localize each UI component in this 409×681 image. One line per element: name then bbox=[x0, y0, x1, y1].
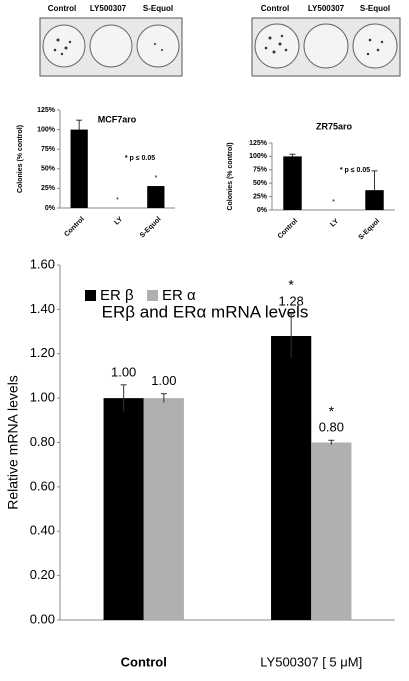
x-tick-label: LY500307 [ 5 μM] bbox=[260, 654, 362, 669]
x-tick-label: S-Equol bbox=[358, 218, 382, 242]
significance-marker: * bbox=[116, 197, 119, 204]
plate-label: S-Equol bbox=[143, 4, 173, 13]
y-tick-label: 1.00 bbox=[30, 390, 55, 405]
x-tick-label: Control bbox=[121, 654, 167, 669]
y-tick-label: 0% bbox=[45, 205, 56, 212]
plate-label: LY500307 bbox=[308, 4, 345, 13]
y-tick-label: 50% bbox=[41, 166, 56, 173]
significance-marker: * bbox=[332, 199, 335, 206]
x-tick-label: S-Equol bbox=[139, 216, 163, 240]
plate-label: LY500307 bbox=[90, 4, 127, 13]
plate-label: Control bbox=[261, 4, 289, 13]
bar bbox=[144, 398, 184, 620]
value-label: 1.00 bbox=[151, 373, 176, 388]
value-label: 1.00 bbox=[111, 364, 136, 379]
y-tick-label: 75% bbox=[41, 146, 56, 153]
y-tick-label: 75% bbox=[253, 167, 268, 174]
legend-label: ER α bbox=[162, 287, 196, 304]
y-tick-label: 1.60 bbox=[30, 256, 55, 271]
bar bbox=[283, 156, 301, 210]
figure: Control LY500307 S-Equol Control LY500307 S-E… bbox=[0, 0, 409, 681]
y-tick-label: 1.40 bbox=[30, 301, 55, 316]
y-tick-label: 50% bbox=[253, 180, 268, 187]
x-tick-label: LY bbox=[113, 216, 124, 227]
y-tick-label: 25% bbox=[253, 193, 268, 200]
bar bbox=[104, 398, 144, 620]
x-tick-label: LY bbox=[329, 218, 340, 229]
y-tick-label: 0.80 bbox=[30, 434, 55, 449]
x-tick-label: Control bbox=[277, 218, 300, 241]
plate-photo bbox=[252, 18, 400, 76]
chart-title: MCF7aro bbox=[98, 114, 137, 124]
y-tick-label: 25% bbox=[41, 185, 56, 192]
legend-label: ER β bbox=[100, 287, 134, 304]
y-tick-label: 0.20 bbox=[30, 567, 55, 582]
y-axis-label: Colonies (% control) bbox=[17, 125, 24, 193]
bar bbox=[71, 130, 88, 208]
y-tick-label: 100% bbox=[37, 126, 56, 133]
chart-title: ERβ and ERα mRNA levels bbox=[102, 302, 309, 321]
bar bbox=[271, 336, 311, 620]
annotation: * p ≤ 0.05 bbox=[340, 167, 370, 174]
legend-swatch bbox=[147, 290, 158, 301]
significance-marker: * bbox=[288, 277, 294, 293]
y-tick-label: 0.40 bbox=[30, 523, 55, 538]
legend-swatch bbox=[85, 290, 96, 301]
significance-marker: * bbox=[329, 403, 335, 419]
x-tick-label: Control bbox=[63, 216, 86, 239]
y-tick-label: 0.00 bbox=[30, 611, 55, 626]
value-label: 0.80 bbox=[319, 420, 344, 435]
chart-title: ZR75aro bbox=[316, 121, 353, 131]
y-tick-label: 125% bbox=[249, 140, 268, 147]
y-tick-label: 1.20 bbox=[30, 345, 55, 360]
y-tick-label: 100% bbox=[249, 153, 268, 160]
bar bbox=[147, 186, 164, 208]
y-tick-label: 0% bbox=[257, 207, 268, 214]
plate-photo bbox=[40, 18, 182, 76]
y-axis-label: Colonies (% control) bbox=[227, 142, 234, 210]
plate-label: S-Equol bbox=[360, 4, 390, 13]
y-tick-label: 0.60 bbox=[30, 478, 55, 493]
value-label: 1.28 bbox=[278, 293, 303, 308]
y-axis-label: Relative mRNA levels bbox=[5, 375, 21, 510]
bar bbox=[311, 443, 351, 621]
y-tick-label: 125% bbox=[37, 107, 56, 114]
plate-label: Control bbox=[48, 4, 76, 13]
significance-marker: * bbox=[154, 175, 157, 182]
annotation: * p ≤ 0.05 bbox=[125, 155, 155, 162]
bar bbox=[365, 190, 383, 210]
